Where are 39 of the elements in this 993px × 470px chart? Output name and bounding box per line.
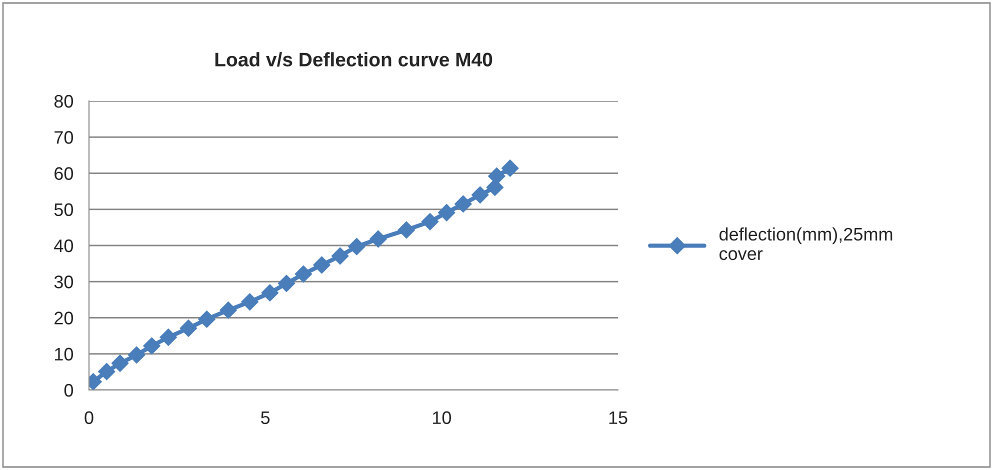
- point: [398, 221, 415, 239]
- point: [486, 178, 504, 196]
- point: [348, 238, 366, 256]
- point: [294, 265, 312, 283]
- point: [454, 195, 472, 213]
- x-tick-label: 15: [609, 411, 628, 424]
- point: [313, 256, 330, 274]
- point: [143, 337, 160, 354]
- point: [198, 310, 216, 328]
- y-tick-label: 40: [54, 239, 74, 252]
- y-tick-label: 30: [54, 276, 74, 288]
- y-tick-label: 80: [54, 94, 74, 108]
- point: [98, 363, 116, 380]
- point: [502, 160, 519, 177]
- point: [180, 320, 198, 337]
- y-tick-label: 60: [54, 167, 74, 180]
- point: [472, 186, 489, 204]
- legend-label: deflection(mm),25mm cover: [719, 227, 892, 260]
- point: [421, 213, 439, 230]
- chart-title: Load v/s Deflection curve M40: [215, 52, 492, 67]
- x-tick-label: 0: [84, 411, 94, 424]
- point: [332, 247, 349, 265]
- x-tick-label: 10: [433, 411, 452, 424]
- point: [160, 328, 177, 346]
- x-tick-label: 5: [261, 411, 270, 424]
- point: [128, 346, 146, 364]
- point: [488, 168, 506, 185]
- point: [261, 284, 278, 302]
- y-tick-label: 50: [54, 203, 74, 216]
- point: [370, 230, 387, 248]
- point: [220, 302, 237, 319]
- point: [111, 354, 129, 372]
- point: [241, 293, 258, 310]
- y-tick-label: 0: [64, 384, 74, 397]
- y-tick-label: 10: [55, 348, 74, 361]
- y-tick-label: 20: [54, 312, 74, 324]
- point: [278, 274, 296, 292]
- y-tick-label: 70: [54, 131, 74, 144]
- point: [438, 204, 456, 222]
